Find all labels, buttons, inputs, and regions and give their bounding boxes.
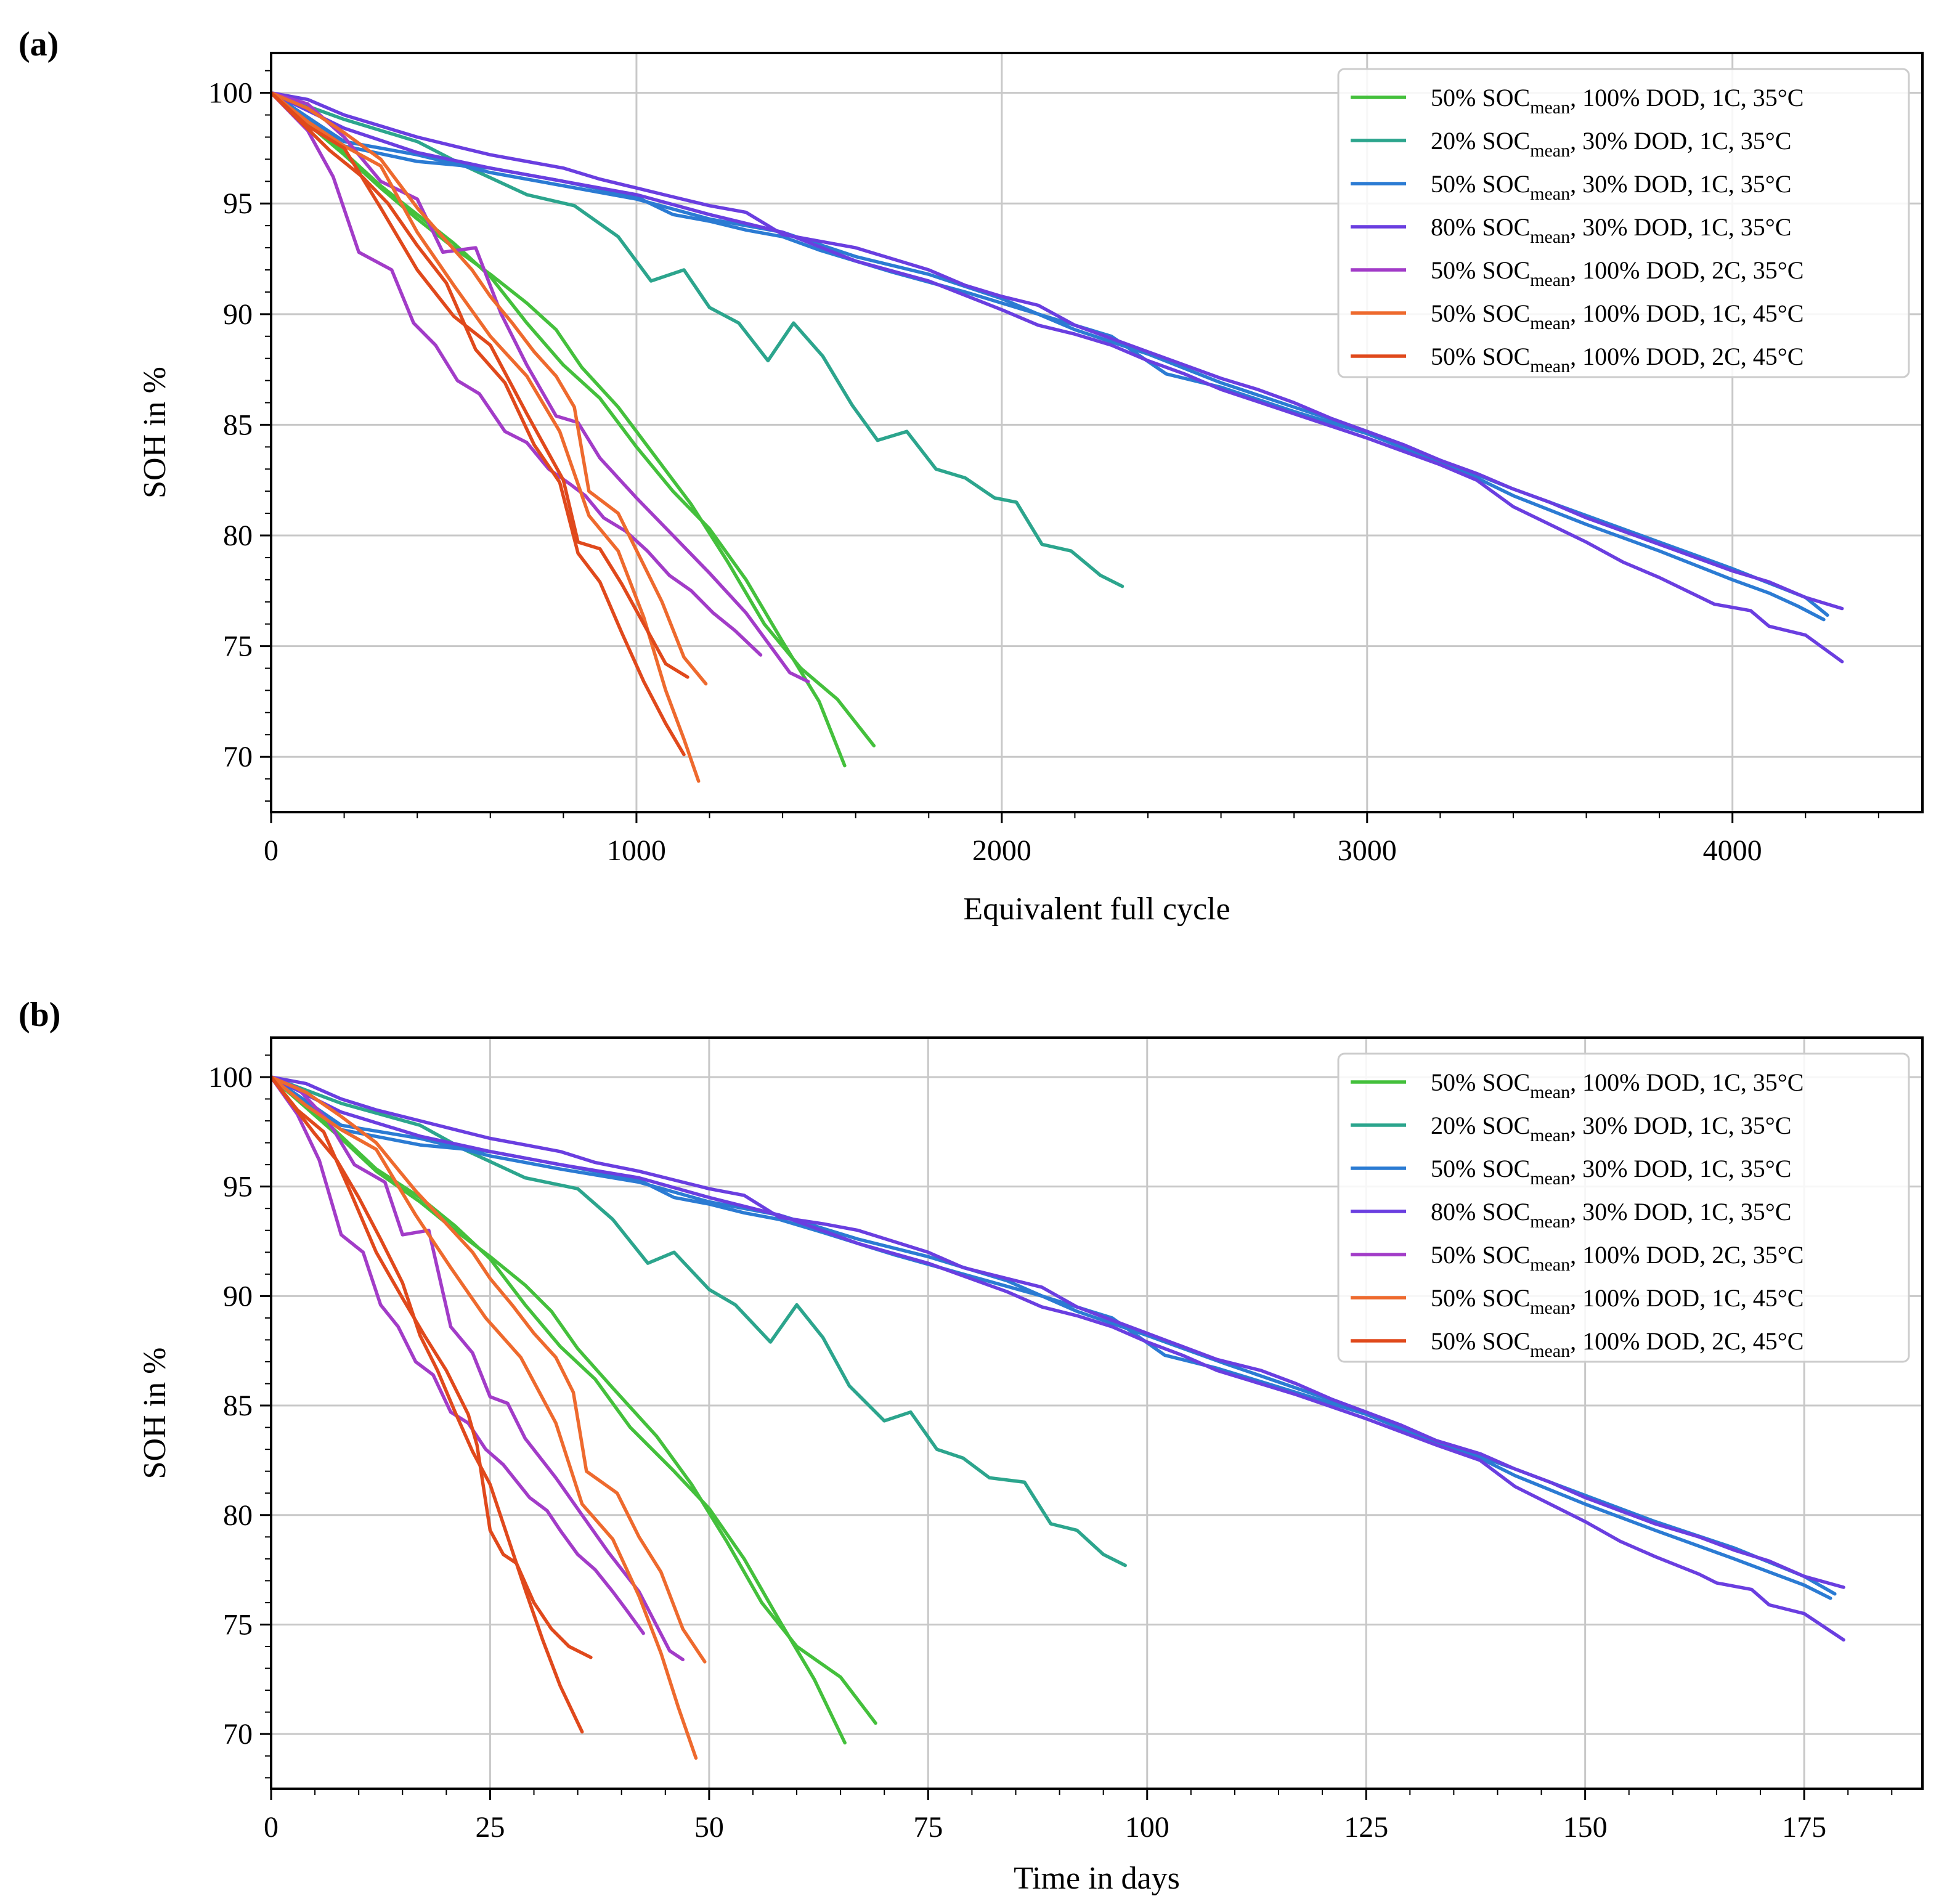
plot-frame xyxy=(270,52,1924,813)
series-line-1-2 xyxy=(271,1075,877,1725)
x-tick-label: 125 xyxy=(1344,1811,1388,1844)
legend: 50% SOCmean, 100% DOD, 1C, 35°C 20% SOCme… xyxy=(1337,1052,1910,1363)
series-line-7-1 xyxy=(271,1075,593,1659)
x-tick-label: 150 xyxy=(1563,1811,1608,1844)
legend-entry: 20% SOCmean, 30% DOD, 1C, 35°C xyxy=(1431,127,1791,161)
series-line-4-1 xyxy=(271,1075,1845,1589)
legend-entry: 50% SOCmean, 100% DOD, 1C, 45°C xyxy=(1431,299,1804,333)
series-line-4-2 xyxy=(271,1075,1845,1642)
y-tick-label: 85 xyxy=(223,409,253,441)
legend-entry: 20% SOCmean, 30% DOD, 1C, 35°C xyxy=(1431,1112,1791,1145)
legend: 50% SOCmean, 100% DOD, 1C, 35°C 20% SOCme… xyxy=(1337,68,1910,378)
chart-panel-a: (a) 0 1000 2000 3000 4000 70 75 80 85 90 95 100 Equiv… xyxy=(18,25,1924,927)
legend-entry: 80% SOCmean, 30% DOD, 1C, 35°C xyxy=(1431,1198,1791,1232)
series-line-4-2 xyxy=(271,91,1844,664)
series-line-5-1 xyxy=(271,1075,645,1635)
x-tick-label: 75 xyxy=(913,1811,943,1844)
series-line-2-1 xyxy=(271,1075,1127,1568)
panel-label: (b) xyxy=(18,996,60,1034)
series-line-7-1 xyxy=(271,91,689,679)
chart-panel-b: (b) 0 25 50 75 100 125 150 175 70 75 80 85 90 95 100 Tim… xyxy=(18,996,1924,1896)
y-tick-label: 75 xyxy=(223,1608,253,1641)
legend-entry: 50% SOCmean, 100% DOD, 2C, 35°C xyxy=(1431,1241,1804,1275)
series-line-1-2 xyxy=(271,91,876,747)
y-tick-label: 80 xyxy=(223,519,253,552)
y-tick-label: 85 xyxy=(223,1389,253,1422)
series-line-6-2 xyxy=(271,1075,698,1760)
y-tick-label: 90 xyxy=(223,298,253,331)
x-axis-label: Equivalent full cycle xyxy=(963,892,1230,927)
legend-entry: 80% SOCmean, 30% DOD, 1C, 35°C xyxy=(1431,213,1791,247)
legend-entry: 50% SOCmean, 100% DOD, 2C, 45°C xyxy=(1431,1327,1804,1361)
series-line-5-2 xyxy=(271,91,810,683)
series-line-6-1 xyxy=(271,1075,707,1664)
data-series-group xyxy=(271,1075,1845,1760)
series-line-3-2 xyxy=(271,1075,1837,1596)
x-tick-label: 2000 xyxy=(972,834,1031,867)
y-tick-label: 100 xyxy=(208,1061,253,1094)
x-tick-label: 4000 xyxy=(1703,834,1762,867)
legend-entry: 50% SOCmean, 100% DOD, 1C, 35°C xyxy=(1431,84,1804,118)
y-tick-label: 95 xyxy=(223,187,253,220)
y-tick-label: 95 xyxy=(223,1171,253,1203)
series-line-7-2 xyxy=(271,1075,584,1734)
y-axis-label: SOH in % xyxy=(137,1348,173,1479)
y-tick-label: 70 xyxy=(223,741,253,773)
y-axis-label: SOH in % xyxy=(137,367,173,498)
legend-box xyxy=(1337,1052,1910,1363)
legend-entry: 50% SOCmean, 30% DOD, 1C, 35°C xyxy=(1431,170,1791,204)
legend-entry: 50% SOCmean, 100% DOD, 1C, 35°C xyxy=(1431,1068,1804,1102)
x-tick-label: 3000 xyxy=(1338,834,1397,867)
legend-entry: 50% SOCmean, 100% DOD, 1C, 45°C xyxy=(1431,1284,1804,1318)
y-tick-label: 80 xyxy=(223,1499,253,1532)
series-line-5-2 xyxy=(271,1075,685,1662)
y-tick-label: 100 xyxy=(208,77,253,110)
series-line-7-2 xyxy=(271,91,686,757)
plot-frame xyxy=(270,1036,1924,1790)
x-tick-label: 100 xyxy=(1125,1811,1169,1844)
series-line-3-2 xyxy=(271,91,1829,617)
x-tick-label: 175 xyxy=(1782,1811,1826,1844)
x-tick-label: 50 xyxy=(694,1811,724,1844)
y-tick-label: 90 xyxy=(223,1280,253,1312)
series-line-4-1 xyxy=(271,91,1844,611)
x-tick-label: 0 xyxy=(264,834,279,867)
legend-entry: 50% SOCmean, 100% DOD, 2C, 45°C xyxy=(1431,343,1804,376)
series-line-5-1 xyxy=(271,91,763,657)
legend-entry: 50% SOCmean, 30% DOD, 1C, 35°C xyxy=(1431,1155,1791,1189)
panel-label: (a) xyxy=(18,25,59,63)
series-line-6-1 xyxy=(271,91,708,686)
series-line-6-2 xyxy=(271,91,701,783)
legend-box xyxy=(1337,68,1910,378)
x-tick-label: 1000 xyxy=(607,834,666,867)
y-tick-label: 75 xyxy=(223,630,253,663)
legend-entry: 50% SOCmean, 100% DOD, 2C, 35°C xyxy=(1431,256,1804,290)
x-tick-label: 0 xyxy=(264,1811,279,1844)
series-line-1-1 xyxy=(271,1075,847,1745)
data-series-group xyxy=(271,91,1844,783)
y-tick-label: 70 xyxy=(223,1718,253,1751)
x-tick-label: 25 xyxy=(475,1811,505,1844)
x-axis-label: Time in days xyxy=(1014,1861,1180,1896)
series-line-2-1 xyxy=(271,91,1125,588)
